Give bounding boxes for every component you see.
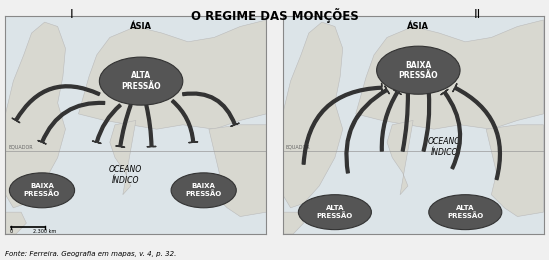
Polygon shape: [283, 22, 343, 208]
Ellipse shape: [9, 173, 75, 208]
Ellipse shape: [429, 195, 502, 230]
Polygon shape: [356, 20, 544, 129]
Text: EQUADOR: EQUADOR: [8, 145, 33, 150]
FancyArrowPatch shape: [145, 105, 156, 147]
Polygon shape: [79, 20, 266, 129]
FancyArrowPatch shape: [183, 92, 239, 126]
Ellipse shape: [377, 46, 460, 94]
Ellipse shape: [99, 57, 183, 105]
Text: BAIXA
PRESSÃO: BAIXA PRESSÃO: [186, 183, 222, 197]
FancyArrowPatch shape: [116, 105, 132, 147]
Text: ÁSIA: ÁSIA: [407, 22, 429, 31]
Text: EQUADOR: EQUADOR: [285, 145, 310, 150]
FancyArrowPatch shape: [12, 85, 100, 123]
Text: OCEANO
ÍNDICO: OCEANO ÍNDICO: [109, 165, 142, 185]
Polygon shape: [5, 22, 65, 208]
FancyArrowPatch shape: [422, 92, 433, 151]
Text: ALTA
PRESSÃO: ALTA PRESSÃO: [447, 205, 484, 219]
Text: OCEANO
ÍNDICO: OCEANO ÍNDICO: [428, 136, 461, 157]
Text: ALTA
PRESSÃO: ALTA PRESSÃO: [317, 205, 353, 219]
Polygon shape: [283, 212, 304, 234]
FancyArrowPatch shape: [302, 83, 382, 164]
Ellipse shape: [298, 195, 371, 230]
FancyArrowPatch shape: [453, 84, 501, 180]
Text: 2.300 km: 2.300 km: [33, 229, 56, 234]
FancyArrowPatch shape: [401, 92, 412, 151]
Ellipse shape: [171, 173, 236, 208]
Text: ÁSIA: ÁSIA: [130, 22, 152, 31]
Text: ALTA
PRESSÃO: ALTA PRESSÃO: [121, 72, 161, 91]
Polygon shape: [486, 125, 544, 217]
Polygon shape: [5, 212, 26, 234]
Text: O REGIME DAS MONÇÕES: O REGIME DAS MONÇÕES: [191, 8, 358, 23]
FancyArrowPatch shape: [38, 101, 105, 144]
Text: I: I: [70, 8, 73, 21]
Text: BAIXA
PRESSÃO: BAIXA PRESSÃO: [399, 61, 438, 80]
Text: Fonte: Ferreira. Geografia em mapas, v. 4, p. 32.: Fonte: Ferreira. Geografia em mapas, v. …: [5, 251, 177, 257]
Text: BAIXA
PRESSÃO: BAIXA PRESSÃO: [24, 183, 60, 197]
Polygon shape: [209, 125, 266, 217]
FancyArrowPatch shape: [441, 89, 462, 169]
FancyArrowPatch shape: [380, 90, 401, 151]
Text: 0: 0: [9, 229, 12, 234]
Text: II: II: [474, 8, 481, 21]
FancyArrowPatch shape: [171, 100, 198, 142]
Polygon shape: [387, 120, 413, 195]
Polygon shape: [110, 120, 136, 195]
FancyArrowPatch shape: [345, 86, 389, 173]
FancyArrowPatch shape: [92, 104, 121, 144]
